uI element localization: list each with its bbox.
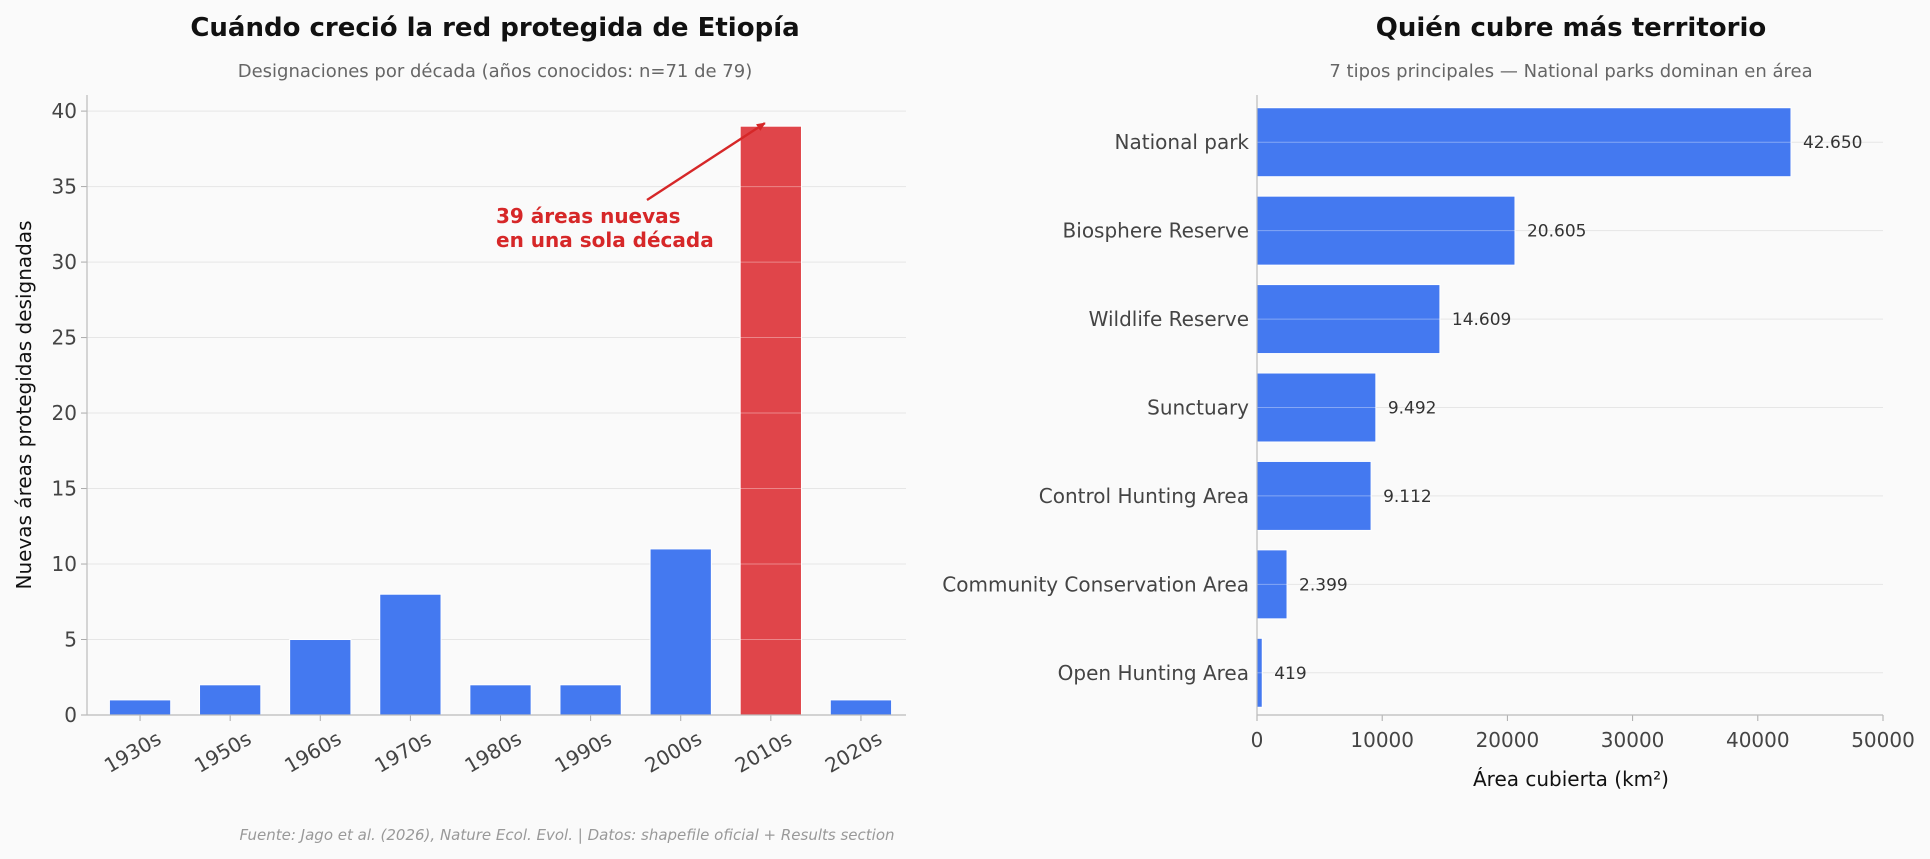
bar-control-hunting-area bbox=[1256, 460, 1372, 531]
value-label-community-conservation-area: 2.399 bbox=[1299, 575, 1348, 595]
left-chart-title: Cuándo creció la red protegida de Etiopí… bbox=[190, 13, 799, 43]
left-y-axis-label: Nuevas áreas protegidas designadas bbox=[12, 220, 36, 589]
left-grid: 0 5 10 15 20 25 30 35 40 bbox=[52, 99, 906, 727]
x-tick-label-1930s: 1930s bbox=[100, 726, 165, 777]
value-label-control-hunting-area: 9.112 bbox=[1383, 487, 1432, 507]
y-tick-label-wildlife-reserve: Wildlife Reserve bbox=[1089, 307, 1249, 331]
bar-1950s bbox=[199, 684, 262, 716]
x-tick-label-1960s: 1960s bbox=[280, 726, 345, 777]
bar-2020s bbox=[829, 699, 893, 716]
x-tick-label-1980s: 1980s bbox=[460, 726, 525, 777]
bar-wildlife-reserve bbox=[1256, 284, 1441, 355]
bar-sunctuary bbox=[1256, 372, 1377, 443]
left-y-tick-label: 5 bbox=[64, 628, 77, 652]
bar-1960s bbox=[289, 639, 352, 716]
x-tick-label-1990s: 1990s bbox=[551, 726, 616, 777]
right-x-axis-label: Área cubierta (km²) bbox=[1473, 767, 1669, 791]
source-note: Fuente: Jago et al. (2026), Nature Ecol.… bbox=[239, 826, 894, 844]
right-x-tick-label: 30000 bbox=[1601, 728, 1665, 752]
left-y-tick-label: 35 bbox=[52, 175, 77, 199]
left-y-tick-label: 15 bbox=[52, 477, 77, 501]
y-tick-label-sunctuary: Sunctuary bbox=[1147, 396, 1249, 420]
right-chart-title: Quién cubre más territorio bbox=[1376, 13, 1766, 43]
right-x-tick-label: 10000 bbox=[1350, 728, 1414, 752]
left-y-tick-label: 40 bbox=[52, 99, 77, 123]
right-x-tick-label: 50000 bbox=[1851, 728, 1915, 752]
bar-2010s bbox=[739, 125, 802, 716]
x-tick-label-1950s: 1950s bbox=[190, 726, 255, 777]
y-tick-label-national-park: National park bbox=[1115, 130, 1250, 154]
right-x-tick-label: 20000 bbox=[1476, 728, 1540, 752]
bar-1980s bbox=[469, 684, 532, 716]
bar-1930s bbox=[108, 699, 172, 716]
left-y-tick-label: 25 bbox=[52, 326, 77, 350]
x-tick-label-2020s: 2020s bbox=[821, 726, 886, 777]
bar-2000s bbox=[649, 548, 712, 716]
left-bars: 1930s 1950s 1960s 1970s 1980s 1990s 2000s 2010s… bbox=[100, 125, 893, 778]
annotation-text: 39 áreas nuevas bbox=[496, 204, 681, 228]
y-tick-label-control-hunting-area: Control Hunting Area bbox=[1039, 484, 1249, 508]
left-y-tick-label: 10 bbox=[52, 552, 77, 576]
value-label-wildlife-reserve: 14.609 bbox=[1452, 310, 1511, 330]
right-bars: National park 42.650 Biosphere Reserve 20.6… bbox=[942, 107, 1883, 708]
x-tick-label-1970s: 1970s bbox=[370, 726, 435, 777]
right-x-tick-label: 40000 bbox=[1726, 728, 1790, 752]
bar-community-conservation-area bbox=[1256, 549, 1288, 620]
y-tick-label-biosphere-reserve: Biosphere Reserve bbox=[1063, 219, 1249, 243]
right-x-tick-label: 0 bbox=[1251, 728, 1264, 752]
value-label-biosphere-reserve: 20.605 bbox=[1527, 222, 1586, 242]
left-y-tick-label: 0 bbox=[64, 703, 77, 727]
x-tick-label-2000s: 2000s bbox=[641, 726, 706, 777]
y-tick-label-open-hunting-area: Open Hunting Area bbox=[1058, 661, 1249, 685]
bar-biosphere-reserve bbox=[1256, 195, 1516, 266]
annotation-text: en una sola década bbox=[496, 228, 714, 252]
y-tick-label-community-conservation-area: Community Conservation Area bbox=[942, 572, 1249, 596]
bar-1970s bbox=[379, 593, 442, 716]
right-grid: 0 10000 20000 30000 40000 50000 bbox=[1251, 715, 1915, 752]
bar-1990s bbox=[559, 684, 622, 716]
x-tick-label-2010s: 2010s bbox=[731, 726, 796, 777]
left-y-tick-label: 20 bbox=[52, 401, 77, 425]
value-label-sunctuary: 9.492 bbox=[1388, 399, 1437, 419]
left-chart-subtitle: Designaciones por década (años conocidos… bbox=[238, 61, 753, 82]
right-chart-subtitle: 7 tipos principales — National parks dom… bbox=[1329, 61, 1812, 82]
value-label-open-hunting-area: 419 bbox=[1274, 664, 1306, 684]
left-y-tick-label: 30 bbox=[52, 250, 77, 274]
annotation-arrow bbox=[646, 122, 766, 202]
bar-national-park bbox=[1256, 107, 1792, 178]
value-label-national-park: 42.650 bbox=[1803, 133, 1862, 153]
